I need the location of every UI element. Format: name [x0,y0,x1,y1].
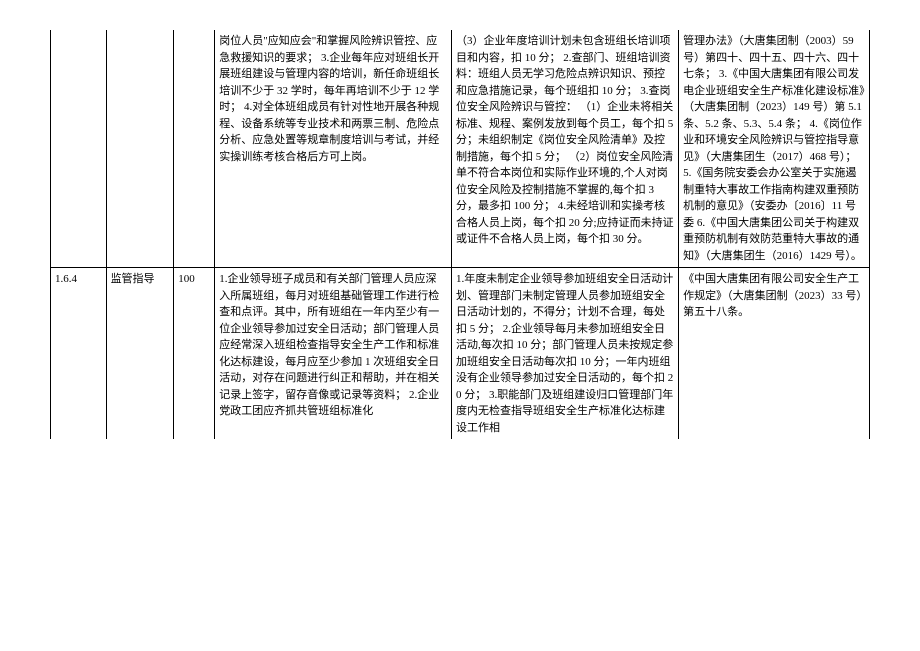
cell-standard: 1.企业领导班子成员和有关部门管理人员应深入所属班组，每月对班组基础管理工作进行… [215,268,452,440]
cell-basis: 《中国大唐集团有限公司安全生产工作规定》（大唐集团制（2023）33 号）第五十… [679,268,870,440]
cell-scoring: 1.年度未制定企业领导参加班组安全日活动计划、管理部门未制定管理人员参加班组安全… [452,268,679,440]
cell-score [174,30,215,268]
cell-name [106,30,174,268]
table-row: 1.6.4 监管指导 100 1.企业领导班子成员和有关部门管理人员应深入所属班… [51,268,870,440]
cell-scoring: （3）企业年度培训计划未包含班组长培训项目和内容，扣 10 分； 2.查部门、班… [452,30,679,268]
document-page: 岗位人员"应知应会"和掌握风险辨识管控、应急救援知识的要求； 3.企业每年应对班… [0,0,920,651]
cell-score: 100 [174,268,215,440]
cell-name: 监管指导 [106,268,174,440]
table-row: 岗位人员"应知应会"和掌握风险辨识管控、应急救援知识的要求； 3.企业每年应对班… [51,30,870,268]
cell-num: 1.6.4 [51,268,107,440]
standards-table: 岗位人员"应知应会"和掌握风险辨识管控、应急救援知识的要求； 3.企业每年应对班… [50,30,870,439]
cell-num [51,30,107,268]
cell-basis: 管理办法》（大唐集团制（2003）59 号）第四十、四十五、四十六、四十七条； … [679,30,870,268]
cell-standard: 岗位人员"应知应会"和掌握风险辨识管控、应急救援知识的要求； 3.企业每年应对班… [215,30,452,268]
